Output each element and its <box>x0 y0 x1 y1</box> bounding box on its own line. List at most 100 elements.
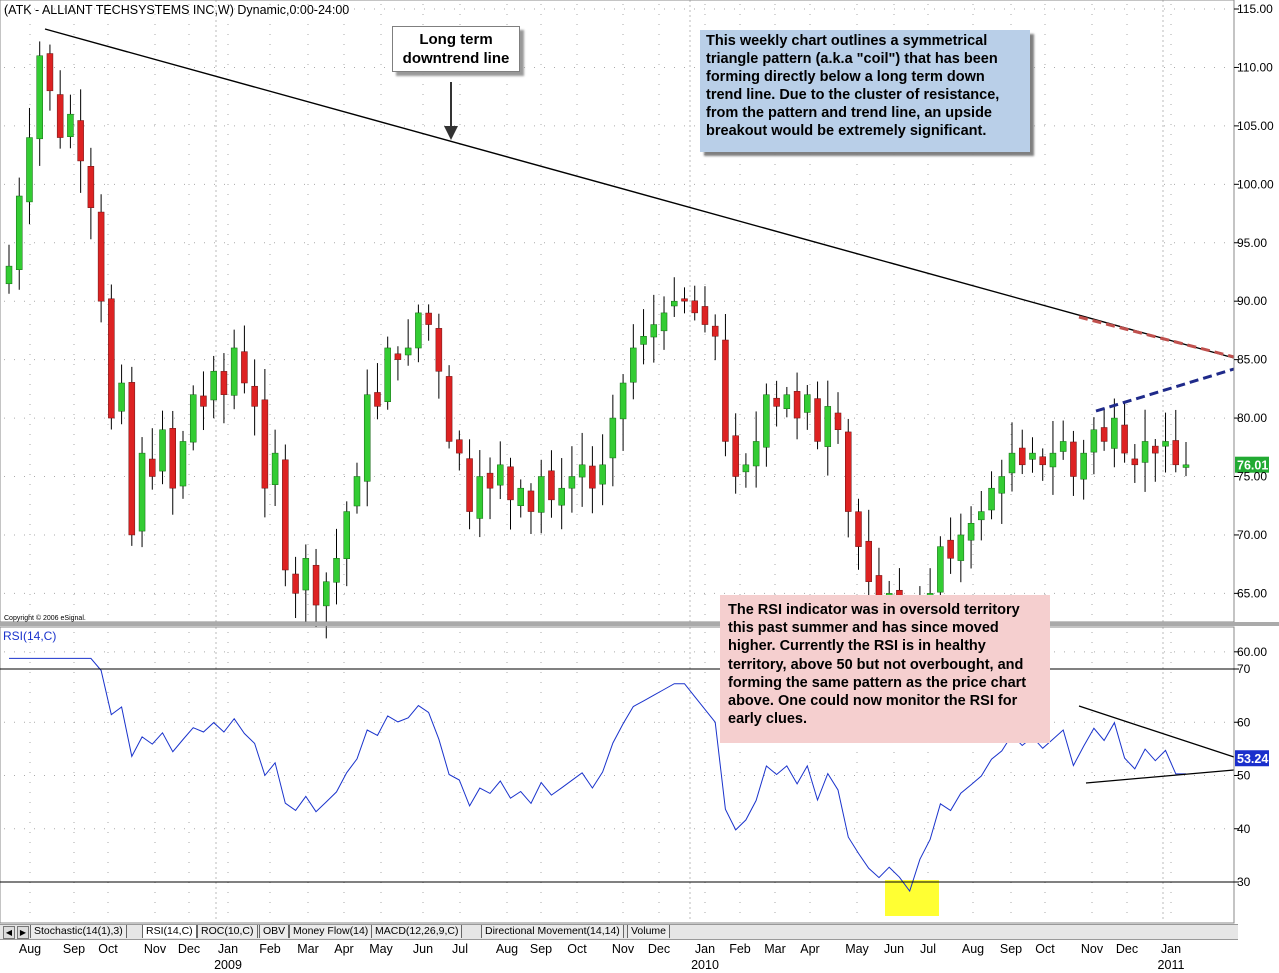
candle-body <box>108 298 115 419</box>
candle-body <box>537 476 545 513</box>
candle-body <box>497 464 504 486</box>
candle-body <box>957 534 965 561</box>
candle-body <box>118 382 125 412</box>
triangle-upper-line <box>1078 315 1235 359</box>
candle-body <box>77 120 84 162</box>
price-panel-frame <box>0 0 1235 623</box>
indicator-tab[interactable]: OBV <box>259 925 290 938</box>
candle-body <box>773 397 780 407</box>
indicator-tab[interactable]: RSI(14,C) <box>142 925 197 938</box>
candle-body <box>343 511 350 559</box>
candle-body <box>138 452 146 532</box>
triangle-lower-line <box>1095 367 1235 413</box>
indicator-tab[interactable]: Stochastic(14(1),3) <box>30 925 127 938</box>
candle-body <box>558 487 565 506</box>
candle-body <box>282 459 289 571</box>
candle-body <box>578 464 586 478</box>
candle-body <box>834 412 842 430</box>
last-price-label: 76.01 <box>1237 459 1268 473</box>
candle-body <box>1131 458 1139 466</box>
x-month-label: Sep <box>63 942 85 956</box>
x-month-label: Mar <box>297 942 319 956</box>
candle-body <box>783 394 791 410</box>
candle-body <box>507 466 514 501</box>
candle-body <box>947 539 954 559</box>
x-month-label: Jan <box>1161 942 1181 956</box>
x-month-label: Sep <box>1000 942 1022 956</box>
candle-body <box>292 573 299 594</box>
tab-next-icon[interactable]: ▶ <box>17 926 29 939</box>
rsi-triangle-upper <box>1078 705 1235 758</box>
candle-body <box>824 406 832 447</box>
candle-body <box>1090 429 1098 453</box>
candle-body <box>650 324 658 338</box>
tab-prev-icon[interactable]: ◀ <box>3 926 15 939</box>
candle-body <box>988 487 995 511</box>
rsi-y-tick-label: 30 <box>1237 875 1251 889</box>
downtrend-callout: Long term downtrend line <box>392 26 520 72</box>
candle-body <box>548 470 555 501</box>
candle-body <box>1008 452 1016 474</box>
candle-body <box>1182 464 1190 468</box>
x-month-label: Feb <box>259 942 281 956</box>
candle-body <box>630 347 637 383</box>
candle-body <box>67 113 74 137</box>
candle-body <box>394 353 402 360</box>
candle-body <box>660 312 668 332</box>
rsi-y-tick-label: 40 <box>1237 822 1251 836</box>
y-tick-label: 60.00 <box>1237 645 1267 659</box>
rsi-triangle-lower <box>1085 769 1235 784</box>
pattern-annotation: This weekly chart outlines a symmetrical… <box>700 30 1030 152</box>
candle-body <box>967 523 975 541</box>
candle-body <box>517 487 524 506</box>
candle-body <box>978 511 985 521</box>
y-tick-label: 115.00 <box>1237 2 1273 16</box>
indicator-tab[interactable]: Money Flow(14) <box>289 925 373 938</box>
candle-body <box>1100 427 1108 442</box>
candle-body <box>640 336 647 345</box>
x-month-label: May <box>369 942 393 956</box>
downtrend-line <box>44 28 1235 359</box>
candle-body <box>865 540 872 582</box>
candle-body <box>415 312 422 349</box>
y-tick-label: 110.00 <box>1237 60 1273 74</box>
candle-body <box>456 439 463 454</box>
candle-body <box>527 490 535 512</box>
candle-body <box>804 394 811 413</box>
x-month-label: Apr <box>800 942 819 956</box>
x-year-label: 2009 <box>214 958 242 972</box>
candle-body <box>752 441 760 467</box>
x-month-label: Nov <box>612 942 635 956</box>
candle-body <box>179 441 187 487</box>
x-month-label: Jun <box>413 942 433 956</box>
x-month-label: Sep <box>530 942 552 956</box>
candle-body <box>701 306 709 325</box>
candle-body <box>353 476 361 507</box>
x-month-label: Jan <box>695 942 715 956</box>
candle-body <box>87 166 95 208</box>
indicator-tab[interactable]: ROC(10,C) <box>197 925 258 938</box>
indicator-tab[interactable]: MACD(12,26,9,C) <box>371 925 463 938</box>
candle-body <box>56 94 64 138</box>
oversold-highlight <box>885 880 939 916</box>
rsi-last-label: 53.24 <box>1237 752 1268 766</box>
candle-body <box>230 347 238 396</box>
y-tick-label: 75.00 <box>1237 470 1267 484</box>
x-month-label: Mar <box>764 942 786 956</box>
x-month-label: Nov <box>144 942 167 956</box>
candle-body <box>333 558 340 583</box>
candle-body <box>1059 441 1067 452</box>
candle-body <box>435 328 443 372</box>
rsi-last-badge <box>1235 750 1269 767</box>
candle-body <box>210 371 217 401</box>
candle-body <box>128 382 136 536</box>
rsi-y-tick-label: 60 <box>1237 715 1251 729</box>
indicator-tab[interactable]: Volume <box>627 925 671 938</box>
x-month-label: Aug <box>19 942 41 956</box>
x-month-label: Jun <box>884 942 904 956</box>
indicator-tab[interactable]: Directional Movement(14,14) <box>481 925 624 938</box>
x-month-label: May <box>845 942 869 956</box>
x-month-label: Aug <box>496 942 518 956</box>
y-tick-label: 100.00 <box>1237 177 1274 191</box>
